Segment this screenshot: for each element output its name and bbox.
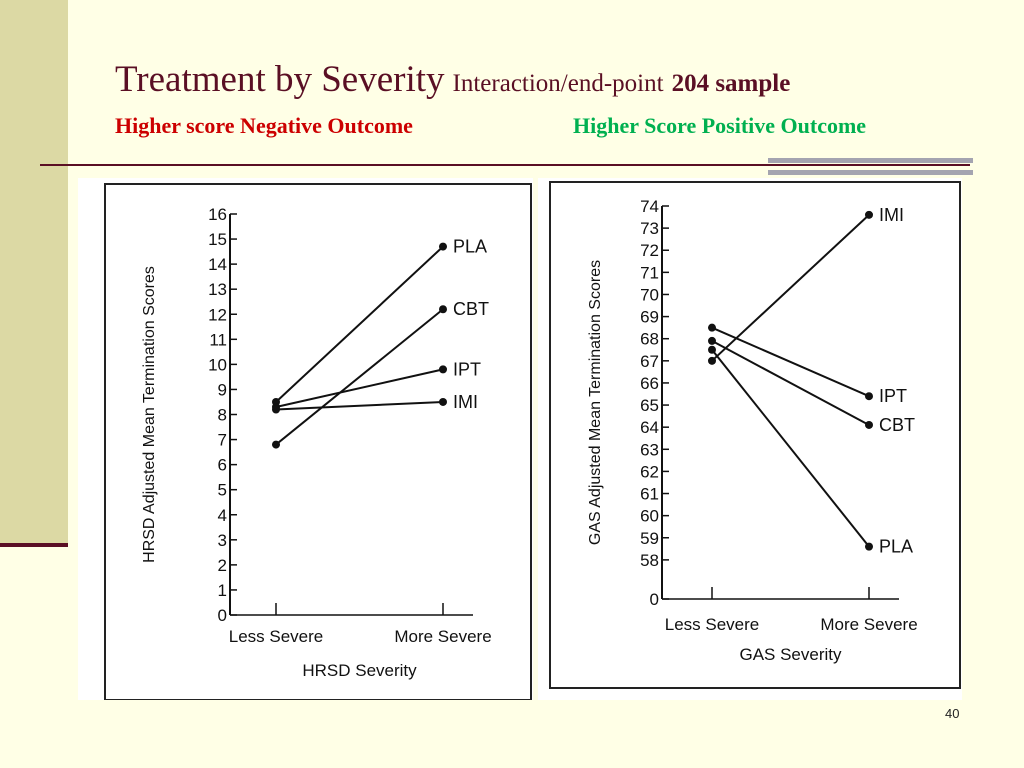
title-sub: Interaction/end-point (452, 70, 664, 97)
y-tick-label: 66 (640, 374, 659, 393)
x-tick-label: Less Severe (229, 627, 324, 646)
series-label-ipt: IPT (879, 386, 907, 406)
y-tick-label: 64 (640, 418, 659, 437)
data-point-ipt (865, 392, 873, 401)
data-point-cbt (865, 420, 873, 429)
title-sample: 204 sample (671, 70, 791, 97)
y-tick-label: 61 (640, 485, 659, 504)
data-point-cbt (272, 440, 280, 449)
series-label-pla: PLA (453, 237, 487, 257)
series-line-imi (275, 400, 444, 411)
series-line-pla (711, 349, 870, 548)
y-tick-label: 0 (650, 590, 659, 609)
series-line-cbt (275, 308, 444, 446)
x-tick-label: More Severe (394, 627, 491, 646)
y-tick-label: 67 (640, 352, 659, 371)
y-tick-label: 0 (218, 606, 227, 625)
series-label-pla: PLA (879, 537, 913, 557)
chart-frame (104, 183, 532, 700)
data-point-pla (439, 242, 447, 251)
y-tick-label: 69 (640, 308, 659, 327)
series-line-imi (711, 214, 870, 362)
x-axis-label: HRSD Severity (302, 661, 417, 680)
data-point-cbt (439, 305, 447, 314)
series-label-imi: IMI (453, 392, 478, 412)
y-tick-label: 2 (218, 556, 227, 575)
series-line-pla (275, 245, 444, 403)
y-tick-label: 62 (640, 462, 659, 481)
gas-chart: 0 58 59 60 61 62 63 64 65 66 67 68 69 70 71 72 73 74 Less … (549, 181, 961, 689)
y-tick-label: 5 (218, 481, 227, 500)
data-point-ipt (708, 323, 716, 332)
y-tick-label: 70 (640, 285, 659, 304)
decorative-bar (768, 158, 973, 163)
side-band (0, 0, 68, 545)
y-tick-label: 8 (218, 406, 227, 425)
slide-number: 40 (945, 706, 960, 721)
y-tick-label: 16 (208, 205, 227, 224)
chart-frame (549, 181, 961, 689)
x-tick-label: Less Severe (665, 615, 760, 634)
series-line-ipt (275, 368, 444, 408)
data-point-pla (865, 542, 873, 551)
hrsd-chart-panel: 0 1 2 3 4 5 6 7 8 9 10 11 12 13 14 15 16 Less Severe More … (78, 178, 533, 700)
data-point-imi (865, 210, 873, 219)
data-point-ipt (439, 365, 447, 374)
y-tick-label: 14 (208, 255, 227, 274)
y-tick-label: 74 (640, 197, 659, 216)
series-label-cbt: CBT (879, 415, 915, 435)
y-tick-label: 68 (640, 330, 659, 349)
data-point-cbt (708, 336, 716, 345)
series-line-cbt (711, 340, 870, 426)
y-tick-label: 71 (640, 263, 659, 282)
y-axis-label: HRSD Adjusted Mean Termination Scores (141, 266, 158, 563)
subtitle-positive: Higher Score Positive Outcome (573, 113, 867, 138)
gas-chart-panel: 0 58 59 60 61 62 63 64 65 66 67 68 69 70 71 72 73 74 Less … (538, 178, 962, 700)
y-tick-label: 10 (208, 355, 227, 374)
y-tick-label: 73 (640, 219, 659, 238)
data-point-imi (439, 397, 447, 406)
y-tick-label: 12 (208, 305, 227, 324)
series-label-cbt: CBT (453, 299, 489, 319)
data-point-imi (272, 405, 280, 414)
slide-title: Treatment by Severity Interaction/end-po… (115, 58, 790, 101)
y-axis-label: GAS Adjusted Mean Termination Scores (587, 260, 604, 545)
y-tick-label: 6 (218, 456, 227, 475)
y-tick-label: 13 (208, 280, 227, 299)
x-axis-label: GAS Severity (739, 645, 842, 664)
y-tick-label: 65 (640, 396, 659, 415)
y-tick-label: 1 (218, 581, 227, 600)
y-tick-label: 7 (218, 431, 227, 450)
title-divider (40, 164, 970, 166)
y-tick-label: 3 (218, 531, 227, 550)
y-tick-label: 9 (218, 380, 227, 399)
decorative-bar (768, 170, 973, 175)
side-divider (0, 543, 68, 547)
series-line-ipt (711, 326, 870, 398)
data-point-imi (708, 356, 716, 365)
subtitle-negative: Higher score Negative Outcome (115, 113, 413, 138)
y-tick-label: 4 (218, 506, 227, 525)
title-main: Treatment by Severity (115, 59, 445, 100)
series-label-imi: IMI (879, 205, 904, 225)
y-tick-label: 63 (640, 440, 659, 459)
y-tick-label: 59 (640, 529, 659, 548)
y-tick-label: 58 (640, 551, 659, 570)
y-tick-label: 60 (640, 507, 659, 526)
y-tick-label: 72 (640, 241, 659, 260)
y-tick-label: 11 (209, 330, 227, 349)
y-tick-label: 15 (208, 230, 227, 249)
data-point-pla (708, 345, 716, 354)
series-label-ipt: IPT (453, 359, 481, 379)
x-tick-label: More Severe (820, 615, 917, 634)
